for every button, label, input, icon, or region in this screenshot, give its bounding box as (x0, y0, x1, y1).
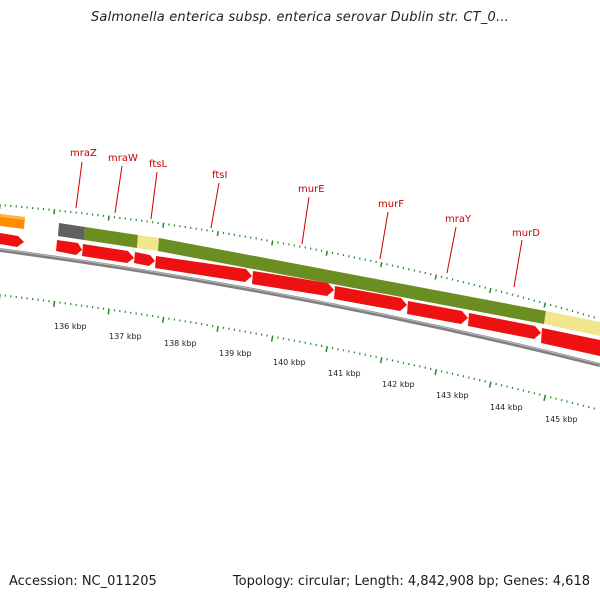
scale-tick (588, 405, 590, 409)
scale-tick (434, 274, 438, 280)
kbp-label: 138 kbp (164, 339, 197, 348)
scale-tick (577, 311, 579, 314)
cog-segment-grey (58, 223, 85, 240)
cds-arrow (252, 271, 334, 296)
gene-label-mraW[interactable]: mraW (108, 153, 138, 164)
scale-tick (271, 240, 274, 246)
scale-tick (500, 290, 503, 293)
gene-label-group[interactable]: mraY (445, 214, 472, 274)
scale-tick (538, 300, 541, 304)
gene-label-group[interactable]: mraW (108, 153, 138, 214)
cds-arrow (541, 328, 600, 356)
gene-label-ftsI[interactable]: ftsI (212, 170, 227, 181)
scale-tick (587, 314, 590, 317)
cog-segment-yellow-1 (137, 235, 159, 251)
scale-tick (555, 305, 557, 308)
scale-tick (549, 303, 552, 307)
kbp-label: 140 kbp (273, 358, 306, 367)
cog-segment-green-1 (84, 227, 138, 248)
kbp-label: 145 kbp (545, 415, 578, 424)
scale-tick (582, 313, 585, 316)
scale-tick (107, 215, 110, 221)
kbp-label: 143 kbp (436, 391, 469, 400)
scale-tick (593, 316, 596, 319)
cds-arrow (407, 301, 468, 324)
inner-tick-arc (0, 294, 596, 410)
backbone-arc (0, 248, 600, 367)
kbp-label: 141 kbp (328, 369, 361, 378)
gene-label-group[interactable]: murD (512, 228, 540, 288)
scale-tick (434, 368, 438, 376)
scale-tick (527, 297, 530, 301)
gene-label-murF[interactable]: murF (378, 199, 404, 210)
gene-labels: mraZ mraW ftsL ftsI murE murF (70, 148, 540, 288)
gene-label-group[interactable]: mraZ (70, 148, 97, 209)
genome-summary-text: Topology: circular; Length: 4,842,908 bp… (232, 574, 590, 589)
scale-tick (571, 309, 574, 313)
gene-label-group[interactable]: murE (298, 184, 325, 245)
scale-tick (582, 404, 585, 407)
scale-tick (270, 335, 274, 342)
cds-arrow (82, 244, 134, 263)
cds-arrow (155, 256, 252, 282)
gene-label-group[interactable]: ftsL (149, 159, 167, 220)
scale-tick (593, 407, 596, 410)
outer-tick-arc (0, 204, 596, 319)
scale-tick (216, 230, 219, 237)
gene-label-group[interactable]: ftsI (210, 170, 227, 229)
kbp-scale: 136 kbp 137 kbp 138 kbp 139 kbp 140 kbp … (54, 322, 578, 424)
kbp-label: 137 kbp (109, 332, 142, 341)
scale-tick (325, 250, 329, 256)
cds-arrow (134, 252, 155, 266)
gene-label-murE[interactable]: murE (298, 184, 325, 195)
accession-text: Accession: NC_011205 (9, 574, 157, 589)
scale-tick (506, 292, 508, 295)
scale-tick (511, 293, 514, 296)
scale-tick (107, 308, 110, 315)
scale-tick (577, 403, 579, 406)
cds-arrow (0, 233, 24, 247)
scale-tick (53, 300, 56, 307)
cog-bar-track (0, 214, 600, 336)
scale-tick (543, 394, 547, 401)
scale-tick (560, 306, 563, 310)
kbp-label: 136 kbp (54, 322, 87, 331)
scale-tick (216, 325, 219, 332)
scale-tick (162, 222, 165, 228)
backbone-arc-highlight (0, 248, 600, 365)
cds-arrow (56, 240, 82, 255)
scale-tick (517, 294, 519, 298)
kbp-label: 144 kbp (490, 403, 523, 412)
cog-segment-orange-top (0, 214, 25, 220)
scale-tick (488, 381, 492, 388)
genome-title: Salmonella enterica subsp. enterica sero… (90, 10, 509, 25)
gene-label-ftsL[interactable]: ftsL (149, 159, 167, 170)
kbp-label: 142 kbp (382, 380, 415, 389)
scale-tick (543, 302, 547, 308)
cog-segment-green-2 (158, 238, 546, 324)
cds-arrow (334, 286, 407, 311)
gene-label-murD[interactable]: murD (512, 228, 540, 239)
gene-label-group[interactable]: murF (378, 199, 404, 260)
scale-tick (488, 287, 492, 294)
scale-tick (379, 357, 383, 364)
scale-tick (566, 308, 568, 311)
gene-label-mraY[interactable]: mraY (445, 214, 472, 225)
cog-segment-yellow-2 (544, 311, 600, 336)
cds-arrow (468, 313, 541, 339)
scale-tick (380, 262, 383, 268)
cds-arrow-track (0, 233, 600, 356)
scale-tick (53, 209, 56, 215)
scale-tick (161, 316, 165, 323)
scale-tick (325, 345, 329, 353)
scale-tick (533, 299, 536, 302)
gene-label-mraZ[interactable]: mraZ (70, 148, 97, 159)
scale-tick (522, 296, 525, 299)
kbp-label: 139 kbp (219, 349, 252, 358)
